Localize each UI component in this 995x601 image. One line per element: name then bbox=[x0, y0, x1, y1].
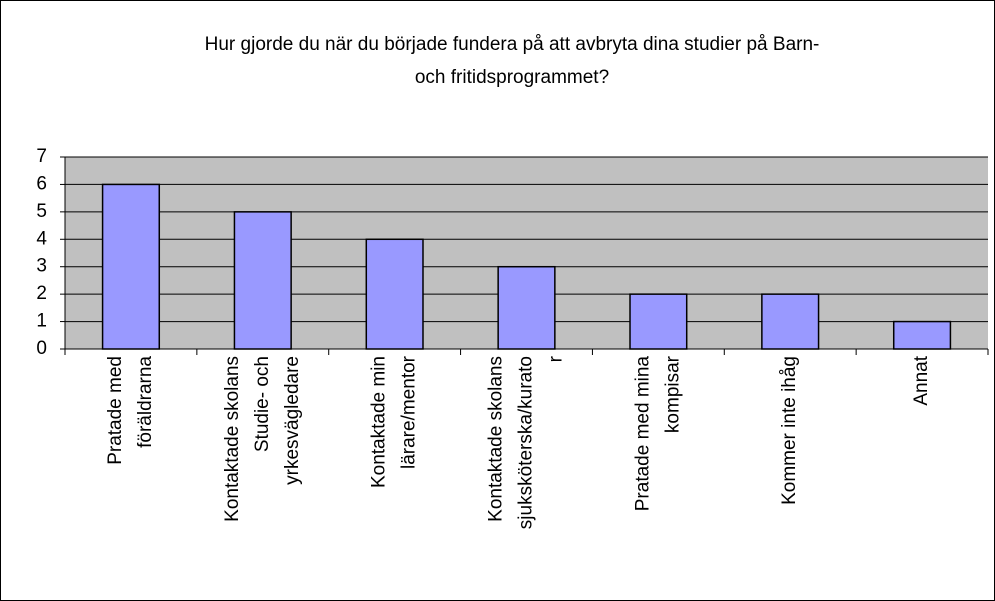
y-tick-label: 0 bbox=[36, 338, 47, 359]
bar bbox=[892, 320, 952, 350]
x-tick-label: Pratade med föräldrarna bbox=[105, 356, 156, 465]
x-tick-label: Kontaktade skolans Studie- och yrkesvägled… bbox=[222, 356, 303, 522]
bar bbox=[101, 183, 161, 350]
bar bbox=[233, 211, 292, 350]
y-tick-label: 3 bbox=[36, 256, 47, 277]
x-tick-label: Pratade med mina kompisar bbox=[632, 355, 683, 511]
bar bbox=[629, 293, 688, 350]
chart-title: Hur gjorde du när du började fundera på … bbox=[205, 34, 820, 88]
y-tick-label: 4 bbox=[36, 228, 47, 249]
y-tick-label: 2 bbox=[36, 283, 47, 304]
bar bbox=[761, 293, 820, 350]
x-tick-label: Kontaktade skolans sjuksköterska/kurato r bbox=[486, 355, 567, 529]
x-tick-label: Kommer inte ihåg bbox=[779, 356, 800, 505]
bar bbox=[497, 265, 556, 350]
y-tick-label: 7 bbox=[36, 146, 47, 167]
y-tick-label: 6 bbox=[36, 173, 47, 194]
x-tick-label: Kontaktade min lärare/mentor bbox=[369, 355, 420, 488]
bar bbox=[365, 238, 424, 350]
x-tick-label: Annat bbox=[911, 355, 932, 405]
y-tick-label: 5 bbox=[36, 201, 47, 222]
y-tick-label: 1 bbox=[36, 311, 47, 332]
